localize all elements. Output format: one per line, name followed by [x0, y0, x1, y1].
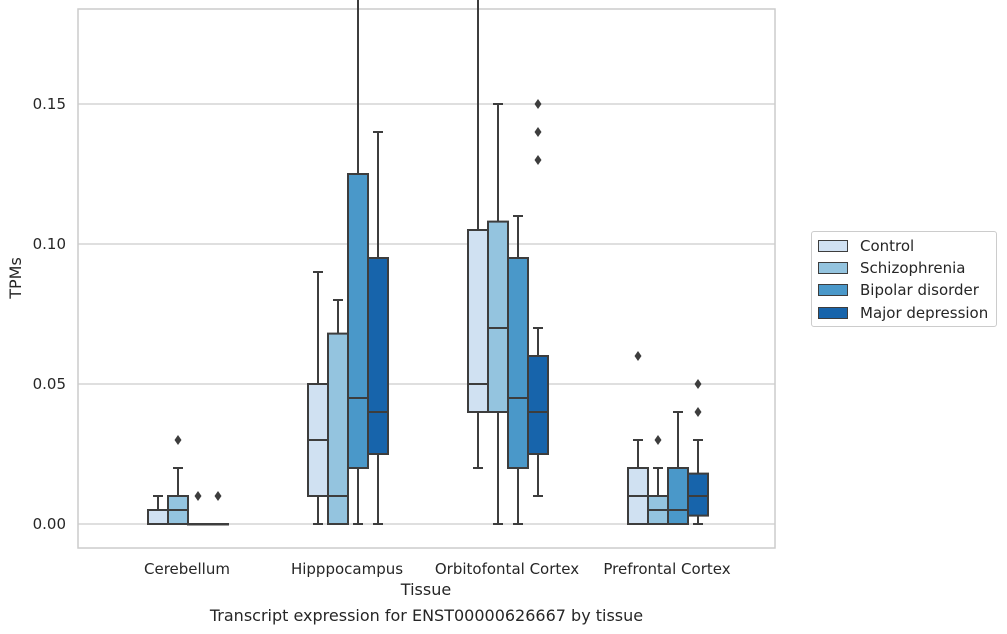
outlier-point — [654, 435, 662, 445]
x-axis-label: Tissue — [400, 580, 451, 599]
y-tick-label: 0.05 — [33, 375, 66, 393]
box-schizophrenia — [167, 435, 189, 525]
outlier-point — [694, 379, 702, 389]
plot-area — [77, 8, 776, 549]
legend-swatch-major-depression — [818, 307, 848, 319]
legend-swatch-bipolar-disorder — [818, 284, 848, 296]
y-tick-label: 0.00 — [33, 515, 66, 533]
iqr-box — [687, 472, 709, 517]
outlier-point — [694, 407, 702, 417]
legend: Control Schizophrenia Bipolar disorder M… — [811, 231, 997, 327]
legend-item-bipolar-disorder: Bipolar disorder — [818, 280, 979, 300]
iqr-box — [147, 509, 169, 525]
x-tick-label: Hipppocampus — [291, 560, 403, 578]
iqr-box — [667, 467, 689, 525]
outlier-point — [214, 491, 222, 501]
box-schizophrenia — [487, 103, 509, 525]
outlier-point — [534, 155, 542, 165]
legend-item-major-depression: Major depression — [818, 303, 988, 323]
x-tick-label: Prefrontal Cortex — [603, 560, 730, 578]
box-major-depression — [207, 491, 229, 526]
iqr-box — [347, 173, 369, 469]
legend-label-major-depression: Major depression — [860, 304, 989, 322]
outlier-point — [174, 435, 182, 445]
box-major-depression — [687, 379, 709, 525]
box-major-depression — [527, 99, 549, 497]
y-tick-label: 0.15 — [33, 95, 66, 113]
box-control — [307, 271, 329, 525]
chart-caption: Transcript expression for ENST0000062666… — [209, 606, 644, 625]
legend-swatch-schizophrenia — [818, 262, 848, 274]
outlier-point — [534, 99, 542, 109]
legend-swatch-control — [818, 240, 848, 252]
iqr-box — [487, 220, 509, 413]
boxes — [147, 0, 709, 526]
outlier-point — [534, 127, 542, 137]
legend-label-schizophrenia: Schizophrenia — [860, 259, 966, 277]
box-major-depression — [367, 131, 389, 525]
x-tick-label: Orbitofontal Cortex — [435, 560, 579, 578]
iqr-box — [527, 355, 549, 455]
x-tick-label: Cerebellum — [144, 560, 230, 578]
y-tick-labels: 0.000.050.100.150.200.250.300.35 — [33, 95, 66, 533]
outlier-point — [634, 351, 642, 361]
y-tick-label: 0.10 — [33, 235, 66, 253]
box-bipolar-disorder — [667, 411, 689, 525]
y-axis-label: TPMs — [6, 257, 25, 300]
iqr-box — [507, 257, 529, 469]
outlier-point — [194, 491, 202, 501]
iqr-box — [367, 257, 389, 455]
legend-label-bipolar-disorder: Bipolar disorder — [860, 281, 979, 299]
box-bipolar-disorder — [187, 491, 209, 526]
legend-label-control: Control — [860, 237, 915, 255]
box-control — [467, 0, 489, 469]
x-tick-labels: Cerebellum Hipppocampus Orbitofontal Corte… — [144, 560, 731, 578]
legend-item-control: Control — [818, 236, 914, 256]
legend-item-schizophrenia: Schizophrenia — [818, 258, 965, 278]
